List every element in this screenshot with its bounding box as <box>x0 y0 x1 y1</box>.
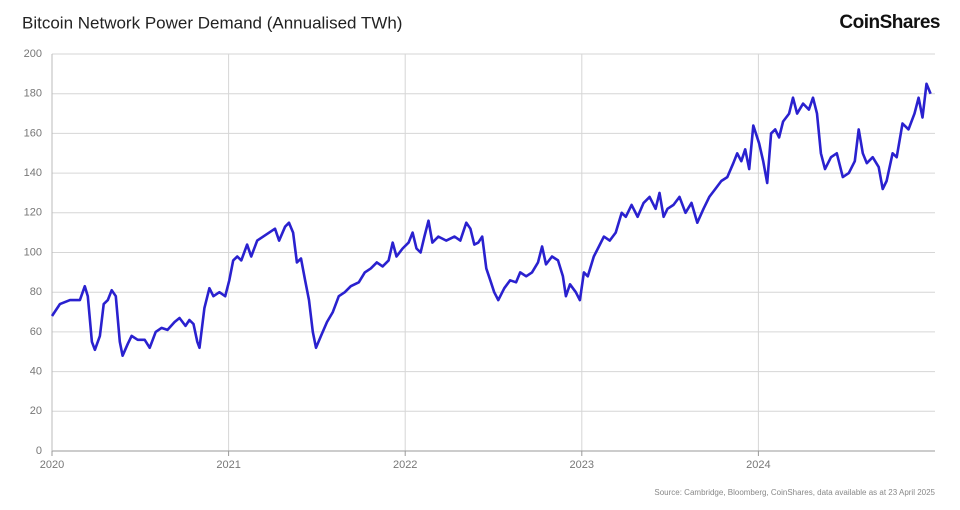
source-note: Source: Cambridge, Bloomberg, CoinShares… <box>654 488 935 497</box>
x-tick-label: 2021 <box>216 459 240 471</box>
y-tick-label: 40 <box>30 366 42 378</box>
x-tick-label: 2022 <box>393 459 417 471</box>
y-tick-label: 0 <box>36 445 42 457</box>
y-tick-label: 180 <box>24 88 42 100</box>
y-tick-label: 160 <box>24 127 42 139</box>
y-tick-label: 140 <box>24 167 42 179</box>
data-line <box>50 82 932 357</box>
chart-title: Bitcoin Network Power Demand (Annualised… <box>22 13 402 32</box>
x-tick-label: 2020 <box>40 459 64 471</box>
x-tick-label: 2024 <box>746 459 770 471</box>
x-tick-label: 2023 <box>570 459 594 471</box>
y-tick-label: 80 <box>30 286 42 298</box>
y-tick-label: 60 <box>30 326 42 338</box>
y-tick-label: 200 <box>24 48 42 60</box>
y-tick-label: 120 <box>24 207 42 219</box>
brand-logo: CoinShares <box>839 12 940 33</box>
y-tick-label: 20 <box>30 405 42 417</box>
y-tick-label: 100 <box>24 246 42 258</box>
